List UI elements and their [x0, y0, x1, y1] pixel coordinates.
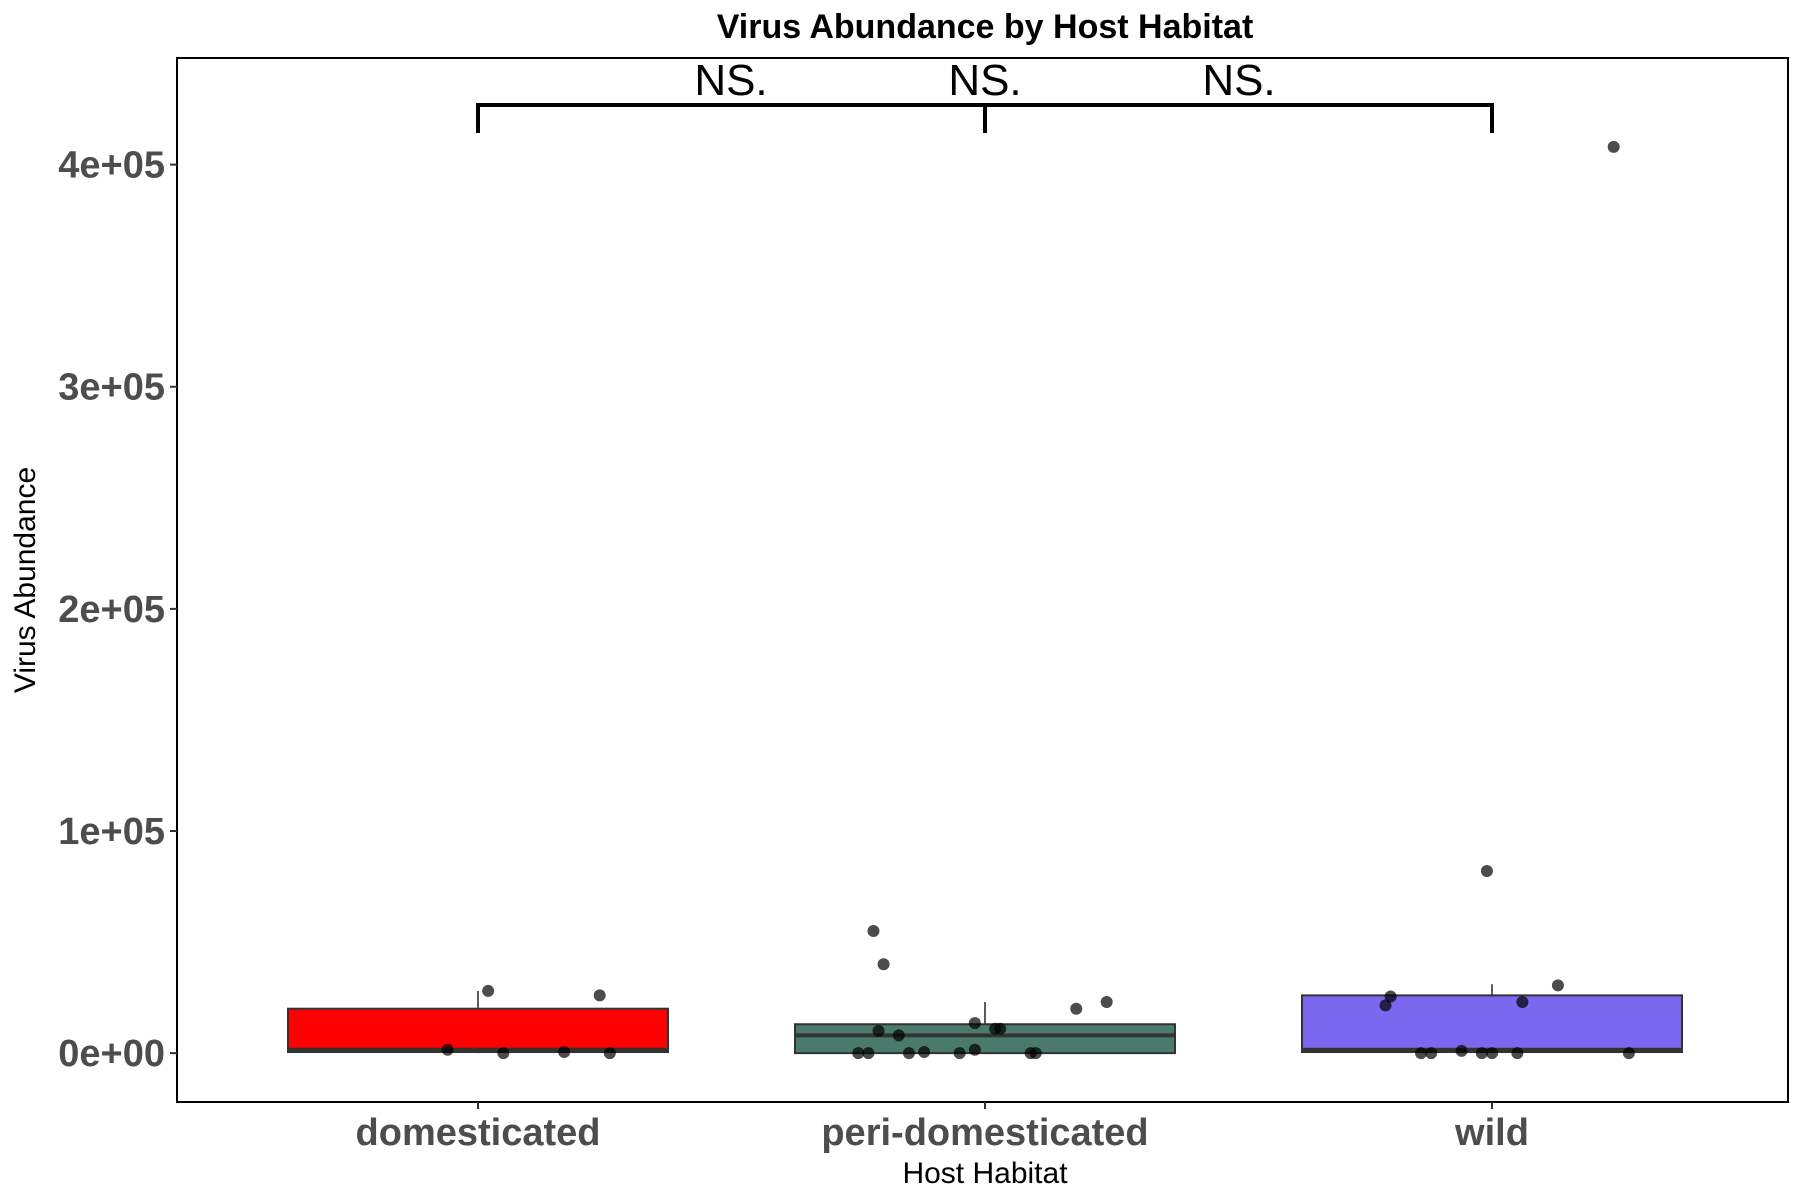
box-wild [1301, 994, 1683, 1054]
x-tick-label: peri-domesticated [821, 1112, 1148, 1154]
significance-label: NS. [694, 56, 767, 105]
data-point [1475, 1047, 1488, 1060]
data-point [1379, 999, 1392, 1012]
data-point [994, 1022, 1007, 1035]
data-point [867, 924, 880, 937]
data-point [482, 984, 495, 997]
data-point [877, 958, 890, 971]
data-point [497, 1047, 510, 1060]
x-tick-label: domesticated [356, 1112, 601, 1154]
data-points [441, 140, 1635, 1060]
data-point [1425, 1047, 1438, 1060]
data-point [1511, 1047, 1524, 1060]
data-point [1029, 1047, 1042, 1060]
data-point [1516, 996, 1529, 1009]
data-point [1607, 140, 1620, 153]
significance-label: NS. [1202, 56, 1275, 105]
data-point [1480, 864, 1493, 877]
data-point [862, 1047, 875, 1060]
plot-panel [176, 57, 1789, 1103]
data-point [1070, 1002, 1083, 1015]
significance-label: NS. [948, 56, 1021, 105]
data-point [872, 1024, 885, 1037]
box-peri-domesticated [794, 1023, 1176, 1055]
data-point [558, 1046, 571, 1059]
data-point [968, 1043, 981, 1056]
box-domesticated [287, 1007, 669, 1054]
y-axis-title: Virus Abundance [9, 467, 42, 693]
data-point [1622, 1047, 1635, 1060]
x-tick-label: wild [1454, 1112, 1529, 1154]
y-tick-label: 0e+00 [58, 1033, 165, 1075]
data-point [892, 1029, 905, 1042]
y-tick-label: 1e+05 [58, 811, 165, 853]
data-point [603, 1047, 616, 1060]
data-point [1100, 996, 1113, 1009]
data-point [852, 1047, 865, 1060]
y-axis-ticks: 0e+00 1e+05 2e+05 3e+05 4e+05 [58, 145, 177, 1075]
data-point [968, 1017, 981, 1030]
data-point [918, 1046, 931, 1059]
data-point [593, 989, 606, 1002]
x-axis-ticks: domesticated peri-domesticated wild [356, 1102, 1529, 1154]
data-point [1384, 990, 1397, 1003]
y-tick-label: 2e+05 [58, 589, 165, 631]
y-tick-label: 3e+05 [58, 367, 165, 409]
y-tick-label: 4e+05 [58, 145, 165, 187]
significance-bracket: NS. NS. NS. [476, 56, 1494, 133]
chart-title: Virus Abundance by Host Habitat [717, 8, 1254, 46]
data-point [1415, 1047, 1428, 1060]
data-point [1551, 979, 1564, 992]
x-axis-title: Host Habitat [902, 1157, 1068, 1190]
boxes [287, 984, 1683, 1055]
data-point [1455, 1044, 1468, 1057]
data-point [953, 1047, 966, 1060]
data-point [1486, 1047, 1498, 1060]
data-point [902, 1047, 915, 1060]
data-point [441, 1043, 454, 1056]
